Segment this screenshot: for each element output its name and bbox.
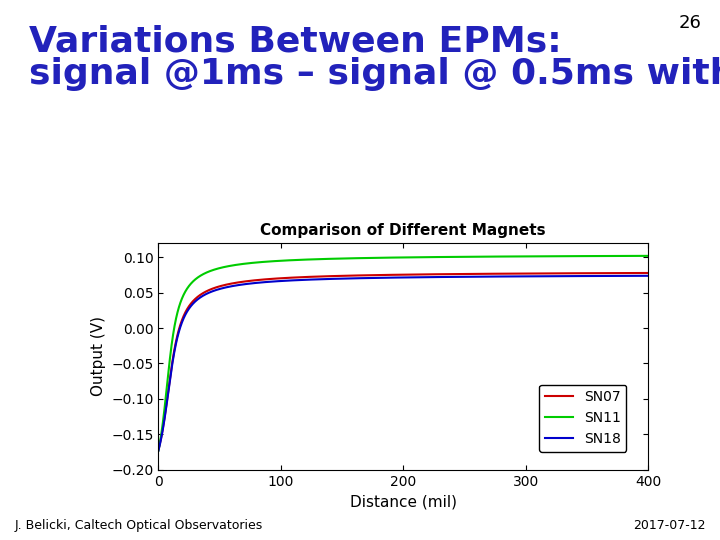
Line: SN11: SN11	[158, 256, 648, 451]
SN11	[379, 254, 388, 261]
SN11	[629, 253, 638, 259]
Text: 26: 26	[679, 14, 702, 31]
SN18	[539, 273, 548, 280]
SN07	[179, 313, 188, 320]
SN11	[179, 292, 188, 299]
SN18	[154, 448, 163, 454]
SN07	[154, 447, 163, 453]
SN18	[644, 273, 652, 279]
SN11	[392, 254, 401, 261]
SN07	[629, 270, 638, 276]
Line: SN18: SN18	[158, 276, 648, 451]
Title: Comparison of Different Magnets: Comparison of Different Magnets	[261, 222, 546, 238]
SN07	[392, 272, 401, 278]
SN11	[154, 448, 163, 454]
Text: Variations Between EPMs:: Variations Between EPMs:	[29, 24, 562, 58]
SN07	[644, 270, 652, 276]
Line: SN07: SN07	[158, 273, 648, 450]
Text: 2017-07-12: 2017-07-12	[633, 519, 706, 532]
X-axis label: Distance (mil): Distance (mil)	[350, 494, 456, 509]
SN07	[379, 272, 388, 278]
SN07	[539, 270, 548, 276]
SN18	[629, 273, 638, 279]
Y-axis label: Output (V): Output (V)	[91, 316, 106, 396]
Text: J. Belicki, Caltech Optical Observatories: J. Belicki, Caltech Optical Observatorie…	[14, 519, 263, 532]
Legend: SN07, SN11, SN18: SN07, SN11, SN18	[539, 384, 626, 451]
SN18	[179, 315, 188, 322]
SN11	[644, 253, 652, 259]
SN11	[629, 253, 638, 259]
SN11	[539, 253, 548, 260]
SN18	[629, 273, 638, 279]
SN07	[629, 270, 638, 276]
SN18	[379, 274, 388, 281]
SN18	[392, 274, 401, 281]
Text: signal @1ms – signal @ 0.5ms with scaling): signal @1ms – signal @ 0.5ms with scalin…	[29, 57, 720, 91]
